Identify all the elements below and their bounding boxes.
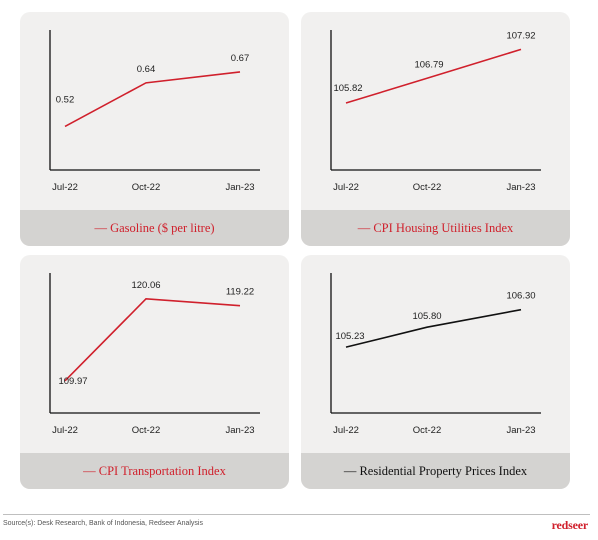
chart-panel-residential-property-prices: Jul-22 Oct-22 Jan-23 105.23 105.80 106.30 — R… <box>301 255 570 489</box>
x-tick-label: Jan-23 <box>506 425 535 436</box>
data-label: 107.92 <box>506 30 535 41</box>
redseer-logo: redseer <box>551 518 589 532</box>
data-label: 0.52 <box>56 94 75 105</box>
x-tick-label: Jan-23 <box>506 182 535 193</box>
series-line <box>64 298 241 382</box>
data-label: 105.23 <box>335 331 364 342</box>
x-tick-label: Oct-22 <box>132 182 161 193</box>
x-tick-label: Jan-23 <box>225 425 254 436</box>
data-label: 105.82 <box>333 83 362 94</box>
x-tick-label: Jul-22 <box>333 182 359 193</box>
footer-divider <box>3 514 590 515</box>
chart-gasoline: Jul-22 Oct-22 Jan-23 0.52 0.64 0.67 <box>49 30 260 193</box>
legend-label: — Residential Property Prices Index <box>343 464 528 478</box>
legend-bar: — CPI Transportation Index <box>20 453 289 489</box>
data-label: 106.30 <box>506 291 535 302</box>
legend-label: — CPI Housing Utilities Index <box>357 221 514 235</box>
chart-cpi-housing-utilities: Jul-22 Oct-22 Jan-23 105.82 106.79 107.92 <box>330 30 541 193</box>
x-tick-label: Jul-22 <box>333 425 359 436</box>
x-tick-label: Oct-22 <box>413 425 442 436</box>
legend-label: — CPI Transportation Index <box>83 464 226 478</box>
x-tick-label: Jul-22 <box>52 182 78 193</box>
series-line <box>64 71 241 128</box>
data-label: 0.67 <box>231 53 250 64</box>
series-line <box>345 308 522 348</box>
chart-panel-cpi-housing-utilities: Jul-22 Oct-22 Jan-23 105.82 106.79 107.92 — C… <box>301 12 570 246</box>
x-tick-label: Jan-23 <box>225 182 254 193</box>
data-label: 109.97 <box>58 376 87 387</box>
data-label: 119.22 <box>226 287 254 298</box>
series-line <box>345 48 522 104</box>
data-label: 120.06 <box>131 280 160 291</box>
legend-bar: — Gasoline ($ per litre) <box>20 210 289 246</box>
legend-bar: — Residential Property Prices Index <box>301 453 570 489</box>
x-tick-label: Oct-22 <box>132 425 161 436</box>
data-label: 105.80 <box>412 311 441 322</box>
chart-panel-gasoline: Jul-22 Oct-22 Jan-23 0.52 0.64 0.67 — Gasolin… <box>20 12 289 246</box>
legend-label: — Gasoline ($ per litre) <box>94 221 215 235</box>
data-label: 106.79 <box>414 59 443 70</box>
legend-bar: — CPI Housing Utilities Index <box>301 210 570 246</box>
source-note: Source(s): Desk Research, Bank of Indone… <box>3 520 203 527</box>
chart-residential-property-prices: Jul-22 Oct-22 Jan-23 105.23 105.80 106.30 <box>330 273 541 436</box>
chart-panel-cpi-transportation: Jul-22 Oct-22 Jan-23 109.97 120.06 119.22 — C… <box>20 255 289 489</box>
chart-cpi-transportation: Jul-22 Oct-22 Jan-23 109.97 120.06 119.22 <box>49 273 260 436</box>
x-tick-label: Oct-22 <box>413 182 442 193</box>
data-label: 0.64 <box>137 64 156 75</box>
x-tick-label: Jul-22 <box>52 425 78 436</box>
